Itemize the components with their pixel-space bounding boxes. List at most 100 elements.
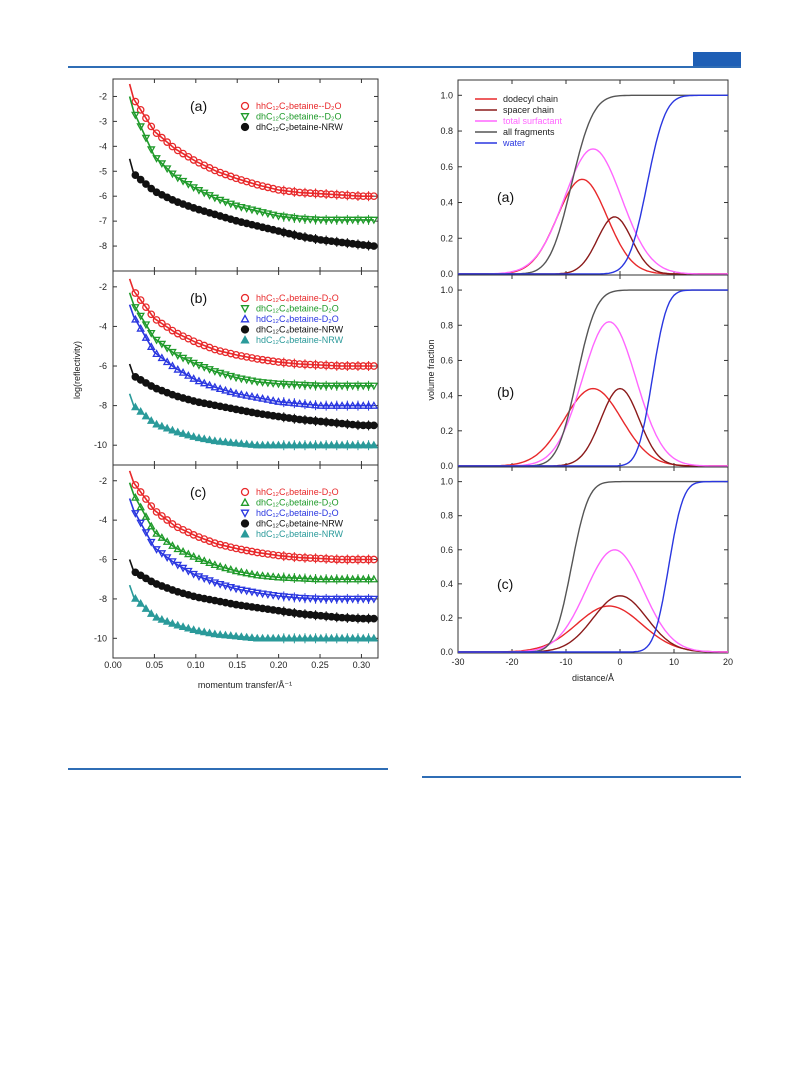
data-point <box>269 550 278 559</box>
data-point <box>231 585 241 594</box>
data-point <box>279 186 288 195</box>
data-point <box>184 549 193 558</box>
data-point <box>264 550 272 558</box>
data-point <box>146 416 156 424</box>
data-point <box>370 421 378 430</box>
series-hhc-c-betaine-d-o <box>128 278 378 372</box>
series-dhc-c-betaine-nrw <box>128 559 378 624</box>
data-point <box>359 555 368 564</box>
data-point <box>231 388 241 397</box>
data-point <box>152 529 161 537</box>
data-point <box>353 595 363 604</box>
data-point <box>316 595 326 604</box>
data-point <box>184 430 193 439</box>
data-point <box>146 329 156 338</box>
data-point <box>305 400 315 408</box>
data-point <box>247 206 257 215</box>
data-point <box>274 551 283 560</box>
data-point <box>258 440 267 449</box>
data-point <box>316 401 326 409</box>
legend: hhC₁₂C₄betaine-D₂OdhC₁₂C₄betaine-D₂OhdC₁… <box>240 293 344 345</box>
data-point <box>343 633 352 642</box>
data-point <box>332 633 342 642</box>
data-point <box>210 368 220 376</box>
data-point <box>317 554 325 563</box>
data-point <box>300 440 310 449</box>
reflectivity-panel-2: -2-4-6-8-10(b) hhC₁₂C₄betaine-D₂OdhC₁₂C₄b… <box>94 270 379 466</box>
data-point <box>311 360 320 369</box>
y-tick-label: 0.0 <box>440 647 453 657</box>
column-rule-left <box>68 768 388 770</box>
data-point <box>316 440 326 449</box>
data-point <box>327 440 336 449</box>
data-point <box>136 407 145 415</box>
data-point <box>301 188 309 197</box>
series-dhc-c-betaine-nrw <box>128 158 378 251</box>
data-point <box>370 242 378 250</box>
data-point <box>211 345 219 354</box>
data-point <box>279 593 289 601</box>
data-point <box>348 191 357 200</box>
data-point <box>199 364 209 372</box>
data-point <box>332 216 342 225</box>
data-point <box>162 344 172 353</box>
data-point <box>131 593 140 602</box>
data-point <box>158 133 166 142</box>
data-point <box>295 573 304 582</box>
data-point <box>205 577 214 586</box>
panel-label: (c) <box>497 576 513 592</box>
data-point <box>253 548 262 557</box>
data-point <box>343 401 352 409</box>
data-point <box>242 632 251 641</box>
legend-label: hdC₁₂C₆betaine-NRW <box>256 529 344 539</box>
data-point <box>358 633 368 642</box>
data-point <box>237 545 246 554</box>
y-tick-label: 0.2 <box>440 426 453 436</box>
curve-spacer-chain <box>458 216 728 275</box>
data-point <box>359 362 368 370</box>
data-point <box>131 111 140 120</box>
legend-label: hdC₁₂C₆betaine-D₂O <box>256 508 339 518</box>
data-point <box>237 389 246 398</box>
data-point <box>348 633 357 642</box>
data-point <box>258 355 267 364</box>
data-point <box>258 209 267 217</box>
data-point <box>131 402 140 411</box>
y-tick-label: 0.8 <box>440 511 453 521</box>
series-dhc-c-betaine-nrw <box>128 363 378 431</box>
panel-label: (a) <box>497 189 514 205</box>
data-point <box>348 216 357 225</box>
series-hdc-c-betaine-d-o <box>128 304 379 411</box>
data-point <box>237 352 246 360</box>
data-point <box>168 425 177 434</box>
legend-label: all fragments <box>503 127 555 137</box>
data-point <box>300 594 310 603</box>
data-point <box>358 216 368 225</box>
data-point <box>279 440 289 449</box>
legend-marker <box>240 487 250 497</box>
data-point <box>194 376 204 385</box>
data-point <box>337 633 347 642</box>
data-point <box>184 371 193 379</box>
y-tick-label: -10 <box>94 440 107 450</box>
data-point <box>274 186 283 194</box>
data-point <box>136 502 145 511</box>
data-point <box>226 387 236 396</box>
y-tick-label: 0.8 <box>440 126 453 136</box>
y-tick-label: -8 <box>99 241 107 251</box>
data-point <box>311 554 320 563</box>
data-point <box>152 129 161 138</box>
data-point <box>338 555 346 564</box>
data-point <box>189 551 198 560</box>
data-point <box>184 623 193 632</box>
data-point <box>226 200 236 209</box>
data-point <box>364 401 373 409</box>
data-point <box>279 572 289 581</box>
data-point <box>268 633 278 642</box>
data-point <box>316 382 326 391</box>
data-point <box>343 191 352 200</box>
volume-panel-2: 0.0 0.2 0.4 0.6 0.8 1.0 (b) <box>440 274 729 471</box>
data-point <box>279 380 289 389</box>
data-point <box>247 377 257 386</box>
